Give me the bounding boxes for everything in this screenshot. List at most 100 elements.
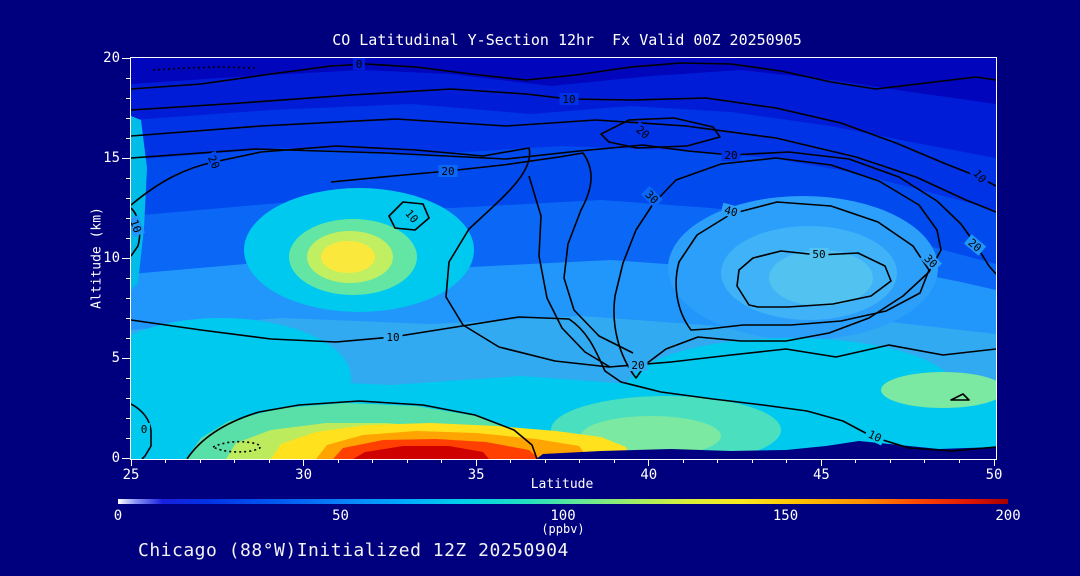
contour-line — [600, 117, 721, 149]
x-tick-label: 25 — [122, 467, 140, 483]
fill-region — [536, 441, 996, 459]
contour-label-bg — [438, 165, 458, 177]
x-minor-tick — [441, 459, 443, 463]
contour-line — [131, 316, 996, 452]
contour-label-text: 20 — [631, 359, 644, 372]
y-minor-tick — [126, 417, 130, 419]
x-tick-mark — [130, 459, 132, 466]
contour-label-bg — [969, 164, 991, 188]
y-minor-tick — [126, 237, 130, 239]
colorbar — [118, 499, 1008, 504]
contour-label-bg — [920, 250, 942, 272]
y-minor-tick — [126, 177, 130, 179]
contour-label-bg — [809, 248, 829, 260]
contour-label-bg — [353, 58, 365, 70]
contour-line — [528, 175, 611, 368]
contour-line — [736, 250, 892, 308]
x-minor-tick — [751, 459, 753, 463]
y-minor-tick — [126, 117, 130, 119]
contour-label-bg — [963, 234, 987, 256]
contour-label-bg — [628, 359, 648, 371]
y-tick-label: 5 — [111, 350, 120, 366]
colorbar-tick-label: 150 — [772, 508, 799, 524]
y-tick-mark — [122, 257, 130, 259]
x-tick-mark — [303, 459, 305, 466]
contour-label-bg — [559, 93, 579, 105]
x-tick-mark — [475, 459, 477, 466]
contour-label: 20 — [628, 359, 648, 372]
y-tick-label: 0 — [111, 450, 120, 466]
contour-label-text: 10 — [131, 218, 144, 235]
y-minor-tick — [126, 297, 130, 299]
fill-region — [131, 116, 147, 290]
fill-region — [353, 446, 489, 459]
contour-line — [212, 440, 262, 453]
colorbar-tick-label: 200 — [995, 508, 1021, 524]
x-minor-tick — [406, 459, 408, 463]
colorbar-units: (ppbv) — [541, 522, 585, 536]
y-tick-mark — [122, 157, 130, 159]
x-minor-tick — [889, 459, 891, 463]
contour-label-text: 20 — [441, 165, 454, 178]
y-minor-tick — [126, 217, 130, 219]
contour-label-text: 0 — [356, 58, 363, 71]
y-minor-tick — [126, 97, 130, 99]
contour-label-bg — [401, 204, 423, 228]
contour-label: 40 — [720, 202, 742, 219]
x-tick-mark — [648, 459, 650, 466]
x-tick-label: 50 — [985, 467, 1003, 483]
contour-label: 0 — [138, 423, 150, 436]
x-minor-tick — [268, 459, 270, 463]
x-tick-label: 40 — [640, 467, 658, 483]
contour-line — [131, 88, 996, 187]
contour-label-text: 50 — [812, 248, 825, 261]
contour-line — [131, 403, 152, 459]
contour-line — [388, 201, 430, 231]
x-minor-tick — [613, 459, 615, 463]
x-minor-tick — [337, 459, 339, 463]
contour-label-bg — [204, 150, 224, 174]
x-minor-tick — [579, 459, 581, 463]
fill-region — [321, 241, 375, 273]
x-minor-tick — [544, 459, 546, 463]
x-minor-tick — [510, 459, 512, 463]
y-minor-tick — [126, 317, 130, 319]
filled-contours — [131, 58, 996, 459]
colorbar-tick-label: 0 — [113, 508, 123, 524]
y-tick-mark — [122, 57, 130, 59]
chart-title: CO Latitudinal Y-Section 12hr Fx Valid 0… — [332, 31, 802, 49]
contour-line — [675, 201, 930, 331]
contour-line — [330, 152, 634, 354]
contour-label-bg — [641, 186, 663, 208]
colorbar-tick-label: 100 — [550, 508, 576, 524]
contour-line — [152, 66, 257, 71]
contour-label-bg — [383, 331, 403, 343]
y-tick-mark — [122, 457, 130, 459]
contour-label-text: 10 — [386, 331, 399, 344]
y-minor-tick — [126, 397, 130, 399]
contour-lines — [131, 62, 996, 459]
contour-line — [131, 62, 996, 90]
contour-label: 10 — [559, 93, 579, 106]
y-tick-label: 10 — [103, 250, 120, 266]
x-tick-label: 35 — [467, 467, 485, 483]
contour-label-bg — [721, 149, 741, 161]
contour-label-text: 0 — [141, 423, 148, 436]
contour-label: 10 — [863, 426, 887, 446]
x-minor-tick — [717, 459, 719, 463]
y-minor-tick — [126, 77, 130, 79]
x-tick-mark — [820, 459, 822, 466]
contour-label-text: 40 — [723, 203, 739, 219]
contour-label-bg — [863, 426, 887, 446]
x-tick-label: 45 — [812, 467, 830, 483]
contour-label-text: 20 — [205, 153, 222, 171]
x-minor-tick — [958, 459, 960, 463]
contour-line — [131, 118, 996, 213]
contour-label: 10 — [383, 331, 403, 344]
x-tick-mark — [993, 459, 995, 466]
x-minor-tick — [924, 459, 926, 463]
contour-line — [131, 145, 996, 368]
